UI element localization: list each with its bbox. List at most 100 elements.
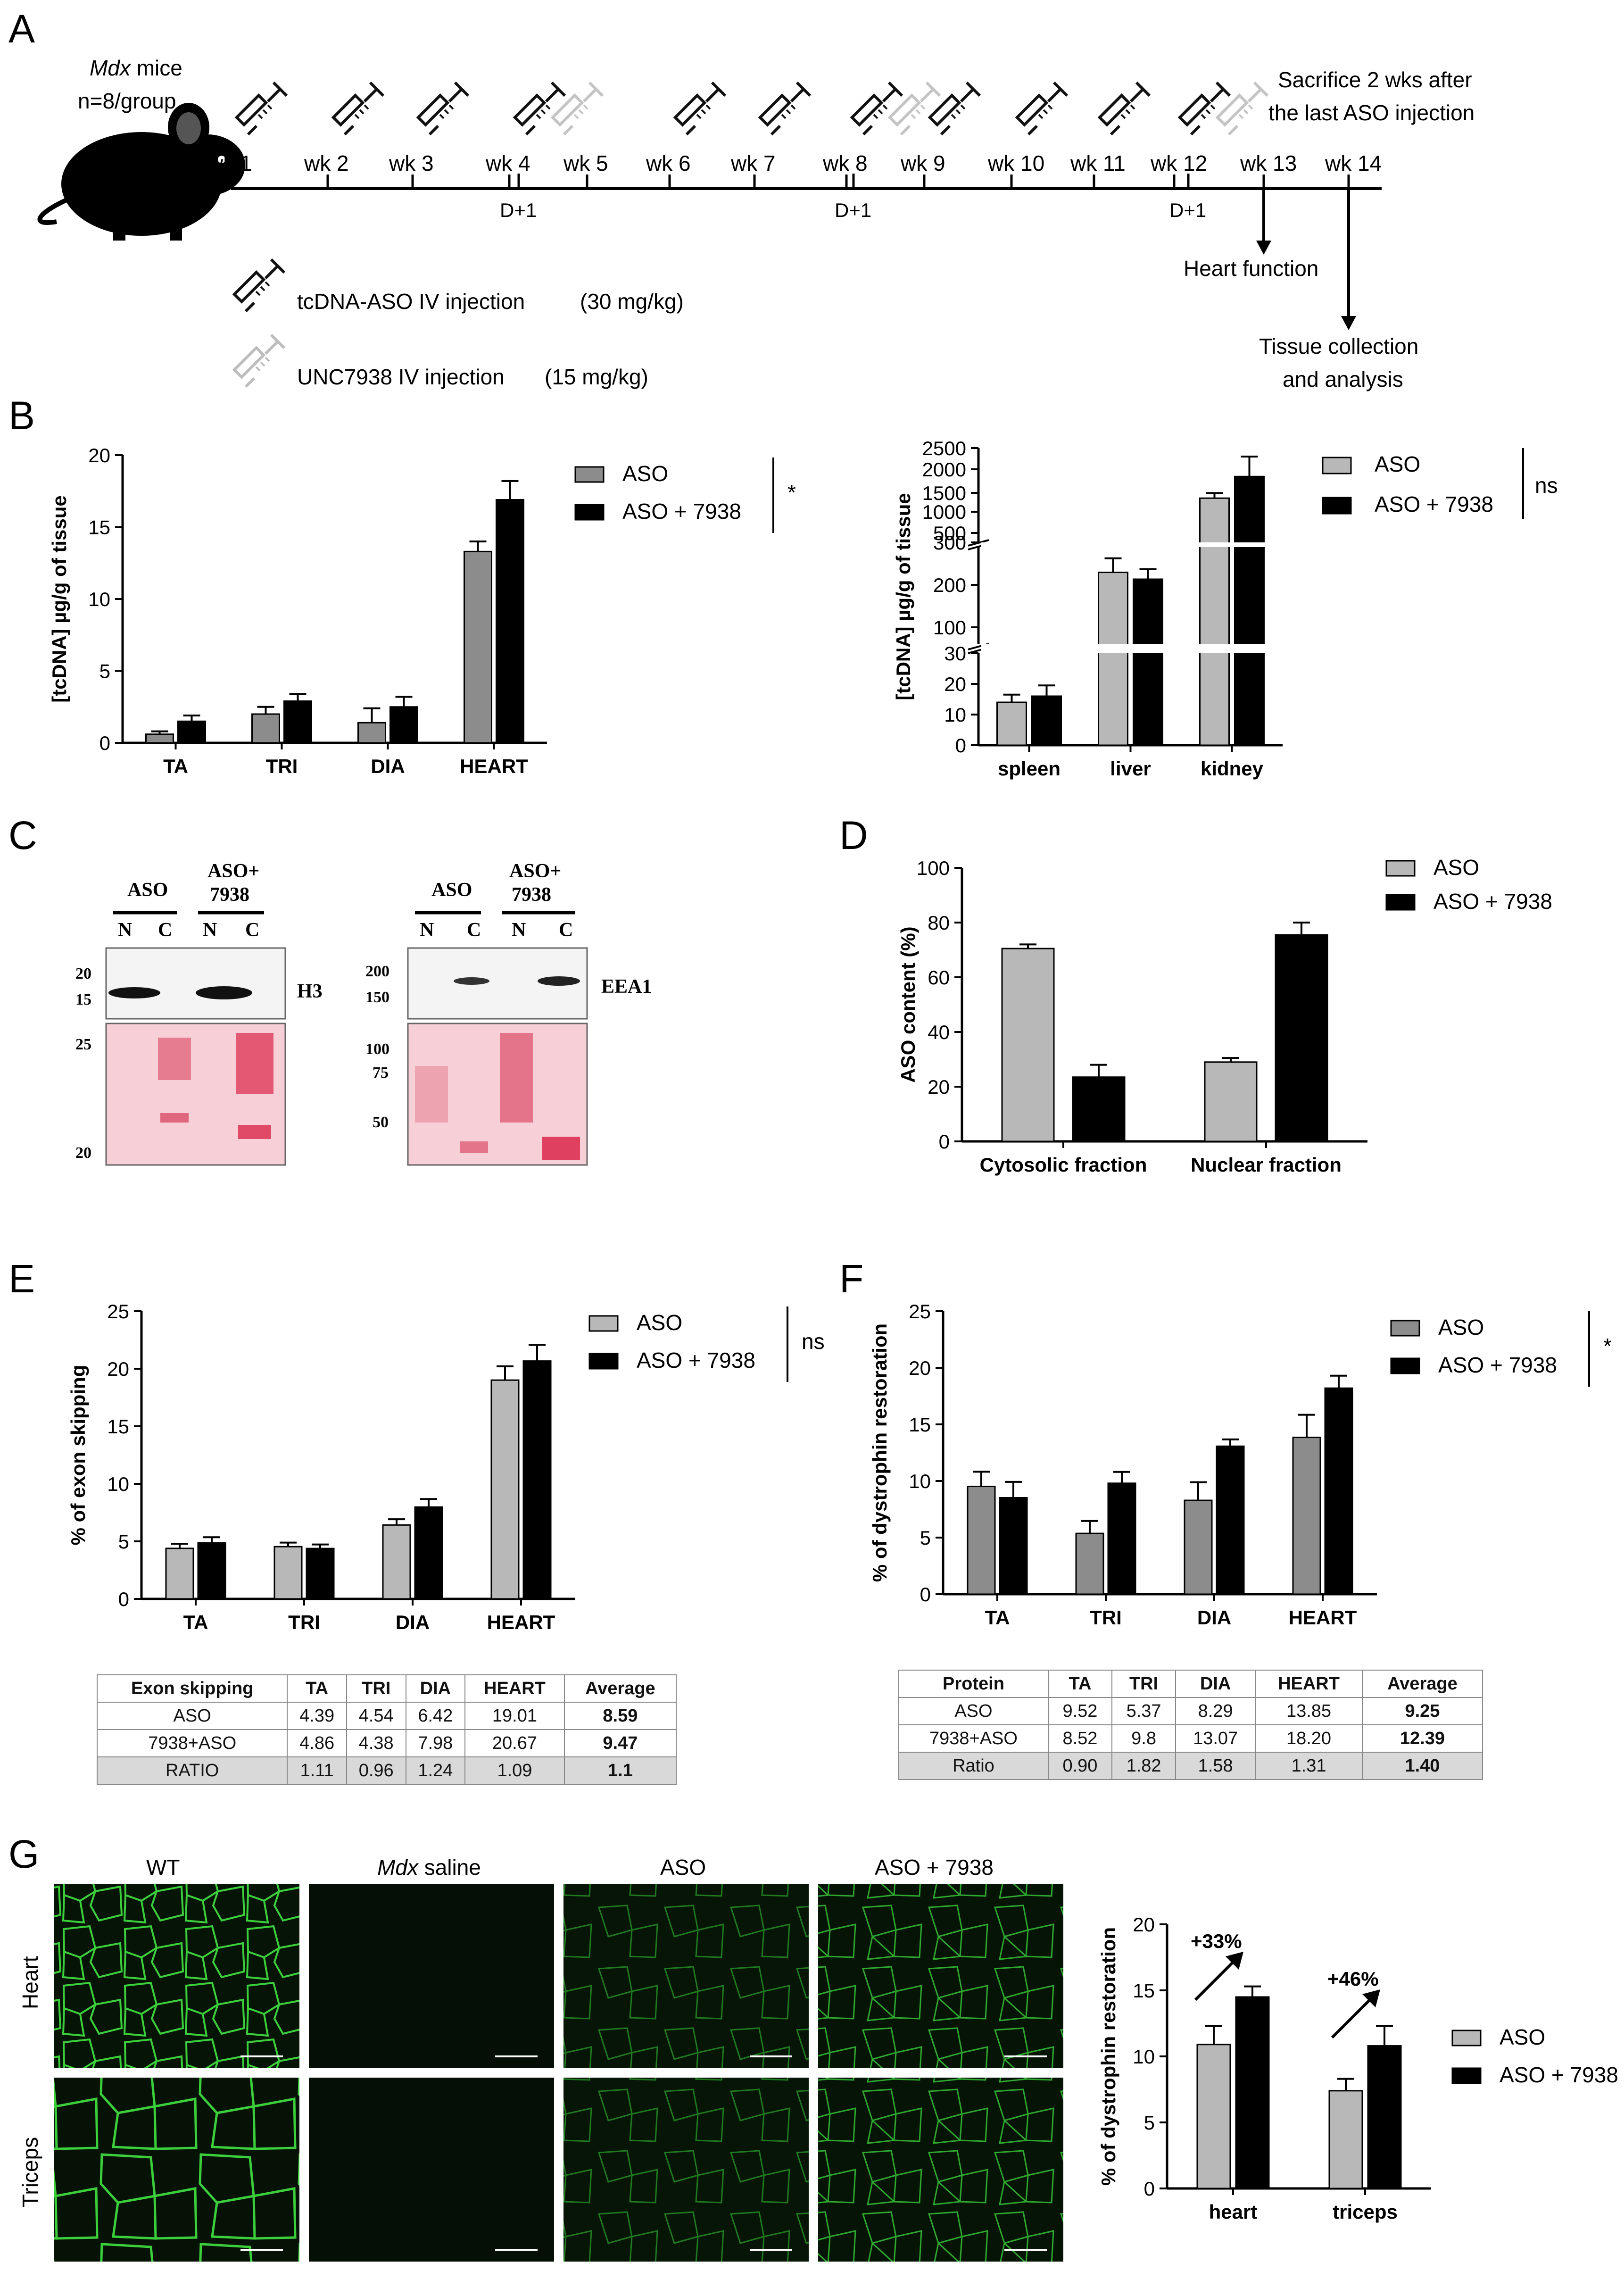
week-label-12: wk 12 <box>1150 151 1207 175</box>
chart-d: 0 20 40 60 80 100 ASO content (%) Cytosolic fra… <box>897 855 1552 1176</box>
tf-h1: TA <box>1047 1670 1113 1698</box>
tf-r0c2: 5.37 <box>1111 1697 1177 1725</box>
table-exon-skipping: Exon skipping TA TRI DIA HEART Average A… <box>96 1674 677 1785</box>
bar-aso-ta <box>165 1547 194 1600</box>
tf-r0c3: 8.29 <box>1175 1697 1256 1725</box>
legend-label-aso: ASO <box>622 461 668 486</box>
y-tick-label: 25 <box>909 1300 931 1323</box>
blot1-group2-l1: ASO+ <box>207 860 259 882</box>
te-h1: TA <box>287 1674 347 1703</box>
y-tick-label: 5 <box>99 660 110 682</box>
y-tick-label: 0 <box>118 1588 129 1610</box>
y-tick-label: 20 <box>1133 1913 1155 1936</box>
legend-swatch-aso7938 <box>1390 1357 1420 1374</box>
legend-label-aso7938: ASO + 7938 <box>1500 2063 1618 2087</box>
annotation-triceps: +46% <box>1327 1968 1379 1990</box>
bar-aso-triceps <box>1328 2090 1363 2189</box>
tcdna-syringe-icon <box>515 83 565 134</box>
x-tick-label-tri: TRI <box>288 1611 320 1633</box>
tf-h2: TRI <box>1111 1670 1177 1698</box>
annotation-heart: +33% <box>1191 1930 1242 1952</box>
week-label-8: wk 8 <box>822 151 868 175</box>
y-tick-label: 20 <box>909 1357 931 1379</box>
te-r1c5: 9.47 <box>563 1729 677 1757</box>
tf-h4: HEART <box>1255 1670 1363 1698</box>
scale-bars <box>240 2055 1047 2251</box>
te-r2c1: 1.11 <box>287 1756 347 1785</box>
g-row-heart: Heart <box>18 1956 42 2009</box>
x-tick-label-ta: TA <box>985 1606 1010 1629</box>
week-labels: wk 1 wk 2 wk 3 wk 4 wk 5 wk 6 wk 7 wk 8 wk 9 wk 1… <box>207 151 1382 175</box>
week-label-6: wk 6 <box>646 151 691 175</box>
y-tick-label: 60 <box>928 966 950 989</box>
d1-mark-1: D+1 <box>500 199 537 221</box>
blot2-band-2 <box>538 976 580 986</box>
img-heart-aso7938 <box>818 1884 1063 2068</box>
bar-aso-7938-heart <box>1324 1387 1353 1595</box>
blot2-group2-l1: ASO+ <box>509 860 561 882</box>
tcdna-syringe-icon <box>1017 83 1067 134</box>
blot1-membrane <box>105 947 286 1020</box>
mice-text: mice <box>137 56 182 80</box>
chart-e: 0 5 10 15 20 25 % of exon skipping TA TRI DIA HEAR… <box>67 1300 825 1633</box>
tf-h0: Protein <box>898 1670 1049 1698</box>
week-label-13: wk 13 <box>1240 151 1297 175</box>
y-tick-label: 30 <box>944 642 966 665</box>
y-tick-label: 100 <box>933 616 966 639</box>
annotation-arrowhead <box>1362 1989 1380 2007</box>
bar-aso-7938-heart <box>522 1360 552 1600</box>
break-gap-1 <box>981 644 1285 653</box>
x-tick-label-kidney: kidney <box>1201 757 1264 780</box>
blot1-band-2 <box>196 986 252 999</box>
tf-r1c1: 8.52 <box>1047 1724 1113 1753</box>
bar-aso-7938-triceps <box>1367 2045 1402 2189</box>
y-tick-label: 10 <box>1133 2046 1155 2068</box>
bar-aso-7938-nuclear-fraction <box>1275 934 1328 1142</box>
blot1-lane-2: C <box>158 919 172 941</box>
blot2-lane-2: C <box>467 919 481 941</box>
bar-aso-heart <box>464 550 492 744</box>
bar-aso-7938-tri <box>306 1547 335 1600</box>
tf-r1c4: 18.20 <box>1255 1724 1363 1753</box>
te-r2c0: RATIO <box>96 1756 288 1785</box>
y-tick-label: 15 <box>107 1415 129 1438</box>
tf-r2c2: 1.82 <box>1111 1752 1177 1780</box>
y-tick-label: 1500 <box>922 482 966 504</box>
y-tick-label: 10 <box>88 588 110 610</box>
te-r2c5: 1.1 <box>563 1756 677 1785</box>
panel-label-b: B <box>8 393 35 438</box>
te-r1c2: 4.38 <box>346 1729 406 1757</box>
panel-label-f: F <box>839 1256 863 1301</box>
x-tick-label-heart: heart <box>1209 2201 1258 2223</box>
tcdna-syringe-icon <box>418 83 468 134</box>
tcdna-syringe-icon <box>675 83 725 134</box>
legend-label-aso: ASO <box>1433 855 1479 880</box>
g-row-triceps: Triceps <box>18 2137 42 2207</box>
g-col-mdx-saline: saline <box>424 1855 481 1880</box>
te-r1c0: 7938+ASO <box>96 1729 288 1757</box>
tf-r0c0: ASO <box>898 1697 1049 1725</box>
week-label-5: wk 5 <box>563 151 608 175</box>
y-tick-label: 0 <box>1144 2178 1155 2200</box>
bar-aso-nuclear-fraction <box>1204 1061 1258 1142</box>
bar-aso-cytosolic-fraction <box>1001 948 1055 1142</box>
x-tick-label-tri: TRI <box>266 755 298 777</box>
legend-swatch-aso <box>1390 1320 1420 1337</box>
bar-aso-tri <box>251 713 280 744</box>
legend-swatch-aso <box>1322 457 1352 474</box>
chart-b-left: 0 5 10 15 20 [tcDNA] µg/g of tissue TA TRI DIA HE… <box>48 444 796 777</box>
bar-aso-heart <box>490 1379 520 1600</box>
legend-label-aso7938: ASO + 7938 <box>637 1348 755 1373</box>
te-h3: DIA <box>405 1674 466 1703</box>
te-r0c0: ASO <box>96 1702 288 1730</box>
bar-aso-7938-ta <box>999 1497 1028 1595</box>
y-tick-label: 15 <box>1133 1980 1155 2002</box>
tf-r0c4: 13.85 <box>1255 1697 1363 1725</box>
tissue-line-2: and analysis <box>1283 367 1403 391</box>
break-gap-2 <box>981 542 1285 547</box>
tissue-arrow-head <box>1341 316 1356 330</box>
injection-syringes <box>237 83 1268 134</box>
tcdna-syringe-icon <box>852 83 902 134</box>
x-tick-label-heart: HEART <box>1289 1606 1357 1629</box>
te-r2c2: 0.96 <box>346 1756 406 1785</box>
